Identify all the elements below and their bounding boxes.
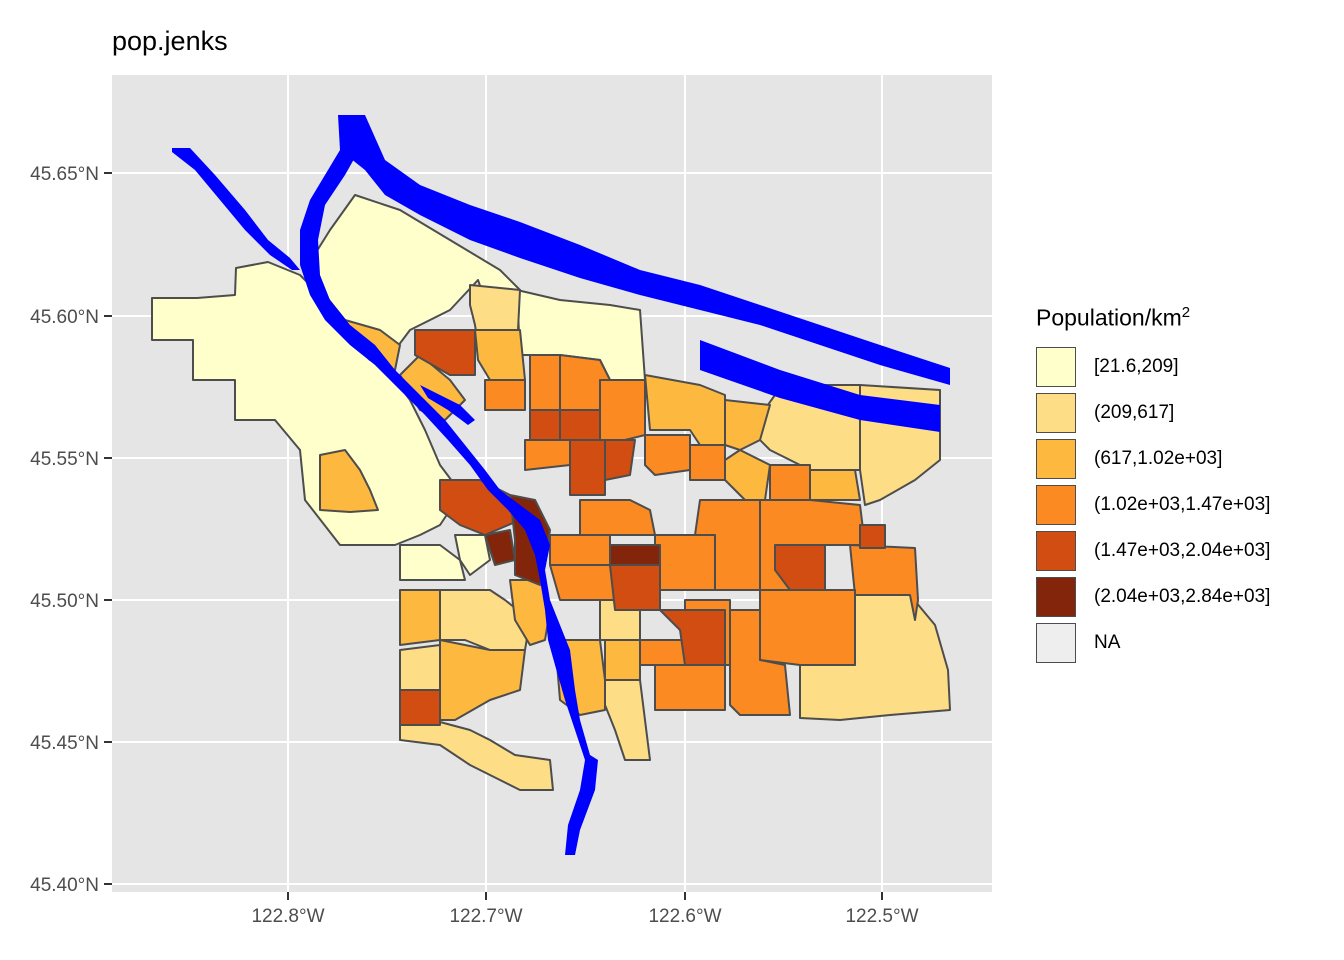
- tract-ne-grid-c: [599, 379, 646, 441]
- tract-east-e: [729, 609, 791, 716]
- legend-title: Population/km2: [1036, 304, 1270, 332]
- y-tick-label: 45.45°N: [30, 733, 99, 754]
- y-tick-label: 45.40°N: [30, 875, 99, 896]
- tract-se-river-b: [604, 639, 641, 681]
- legend-label: (209,617]: [1094, 401, 1175, 423]
- legend-item: (2.04e+03,2.84e+03]: [1036, 574, 1270, 620]
- tract-west-hills-a: [399, 589, 441, 646]
- willamette-side-channel: [420, 385, 475, 425]
- legend-title-main: Population/km: [1036, 304, 1182, 331]
- legend-item: (1.47e+03,2.04e+03]: [1036, 528, 1270, 574]
- legend-label: (1.02e+03,1.47e+03]: [1094, 493, 1271, 515]
- tract-ne-red-d: [604, 439, 636, 481]
- tract-ne-grid-f: [644, 434, 691, 476]
- x-axis: 122.8°W 122.7°W 122.6°W 122.5°W: [251, 892, 919, 927]
- legend-label: (617,1.02e+03]: [1094, 447, 1223, 469]
- legend-item: (1.02e+03,1.47e+03]: [1036, 482, 1270, 528]
- legend-key: [1036, 346, 1076, 387]
- legend-key: [1036, 484, 1076, 525]
- tract-ne-grid-d: [484, 379, 526, 411]
- rivers: [172, 115, 950, 855]
- tract-ne-grid-h: [769, 464, 811, 501]
- legend-key: [1036, 530, 1076, 571]
- tract-ne-red-c: [569, 439, 606, 496]
- x-tick-label: 122.7°W: [449, 906, 522, 927]
- legend: Population/km2 [21.6,209] (209,617] (617…: [1036, 304, 1270, 666]
- census-tracts: [151, 194, 951, 791]
- y-tick-label: 45.55°N: [30, 449, 99, 470]
- legend-key: [1036, 576, 1076, 617]
- legend-item: (209,617]: [1036, 390, 1270, 436]
- tract-east-red: [774, 544, 826, 591]
- tract-central-east: [579, 499, 656, 536]
- x-tick-label: 122.5°W: [845, 906, 918, 927]
- tract-se-a: [654, 534, 716, 591]
- tract-se-b: [549, 534, 611, 566]
- tract-ne-red-b: [559, 409, 601, 441]
- y-axis: 45.65°N 45.60°N 45.55°N 45.50°N 45.45°N …: [30, 164, 112, 896]
- tract-west-small-1: [399, 544, 466, 581]
- tract-se-e: [654, 664, 726, 711]
- tract-st-johns-a: [319, 449, 379, 513]
- tract-se-red-b: [659, 609, 726, 666]
- tract-ne-b: [724, 399, 771, 451]
- legend-label: (1.47e+03,2.04e+03]: [1094, 539, 1271, 561]
- y-tick-label: 45.65°N: [30, 164, 99, 185]
- tract-se-c: [549, 564, 616, 601]
- tract-ne-grid-a: [529, 354, 561, 411]
- tract-sw-west: [399, 644, 441, 691]
- legend-item: [21.6,209]: [1036, 344, 1270, 390]
- tract-se-d: [639, 639, 686, 666]
- legend-label: [21.6,209]: [1094, 355, 1179, 377]
- legend-key: [1036, 392, 1076, 433]
- y-tick-label: 45.60°N: [30, 307, 99, 328]
- tract-ne-grid-g: [689, 444, 726, 481]
- columbia-channel: [700, 340, 940, 432]
- legend-title-superscript: 2: [1181, 304, 1191, 321]
- legend-item: NA: [1036, 620, 1270, 666]
- x-tick-label: 122.8°W: [251, 906, 324, 927]
- tract-east-d: [759, 589, 856, 666]
- tract-north-red: [414, 329, 476, 376]
- legend-label: (2.04e+03,2.84e+03]: [1094, 585, 1271, 607]
- tract-lloyd: [609, 544, 661, 566]
- columbia-river: [338, 115, 950, 385]
- legend-key: [1036, 622, 1076, 663]
- columbia-slough: [172, 148, 300, 270]
- tract-west-hills-b: [439, 639, 526, 721]
- y-tick-label: 45.50°N: [30, 591, 99, 612]
- panel-background: [112, 75, 992, 892]
- plot-title: pop.jenks: [112, 26, 228, 56]
- legend-key: [1036, 438, 1076, 479]
- tract-ne-d: [809, 469, 861, 501]
- tract-ne-grid-e: [524, 439, 571, 471]
- legend-item: (617,1.02e+03]: [1036, 436, 1270, 482]
- x-tick-label: 122.6°W: [648, 906, 721, 927]
- legend-label: NA: [1094, 631, 1121, 653]
- tract-west-small-2: [454, 534, 491, 576]
- tract-se-red-a: [609, 564, 661, 611]
- tract-sw-red: [399, 689, 441, 726]
- tract-se-red-c: [859, 524, 886, 549]
- tract-ne-red-a: [529, 409, 561, 441]
